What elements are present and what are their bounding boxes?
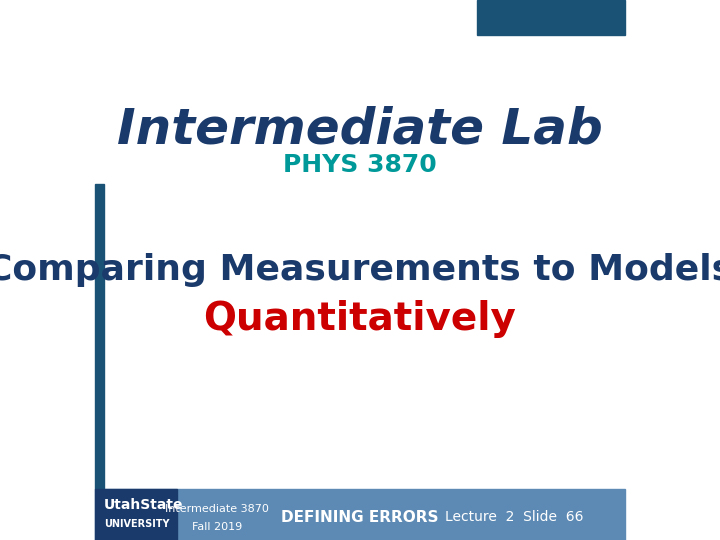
Text: Intermediate Lab: Intermediate Lab <box>117 106 603 153</box>
Text: Quantitatively: Quantitatively <box>204 300 516 338</box>
Bar <box>477 0 626 35</box>
Bar <box>94 184 104 489</box>
Text: Intermediate 3870: Intermediate 3870 <box>165 504 269 514</box>
Text: Fall 2019: Fall 2019 <box>192 522 242 531</box>
Bar <box>94 489 177 540</box>
Text: PHYS 3870: PHYS 3870 <box>283 153 437 177</box>
Text: Lecture  2  Slide  66: Lecture 2 Slide 66 <box>445 510 583 524</box>
Text: DEFINING ERRORS: DEFINING ERRORS <box>282 510 438 525</box>
Text: UtahState: UtahState <box>104 498 184 512</box>
Bar <box>94 489 626 540</box>
Text: Comparing Measurements to Models: Comparing Measurements to Models <box>0 253 720 287</box>
Text: UNIVERSITY: UNIVERSITY <box>104 519 170 529</box>
